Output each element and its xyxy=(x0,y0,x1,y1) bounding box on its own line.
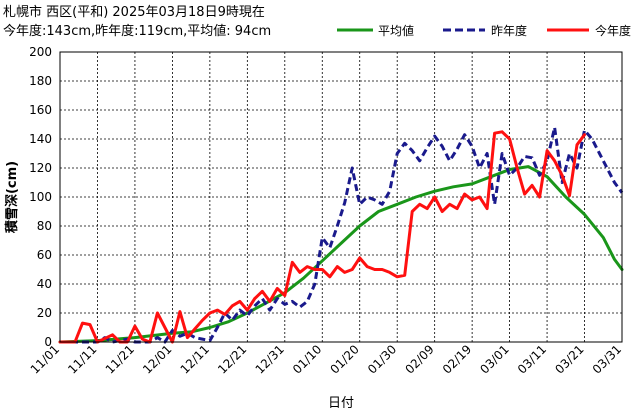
legend-item-last-year: 昨年度 xyxy=(441,21,536,39)
last-year-series-line xyxy=(60,125,624,344)
y-tick-label-4: 80 xyxy=(37,219,52,233)
x-axis-label: 日付 xyxy=(328,396,354,411)
x-tick-label-3: 12/01 xyxy=(140,342,174,376)
chart-title: 札幌市 西区(平和) 2025年03月18日9時現在 xyxy=(3,5,265,20)
legend-label-this-year: 今年度 xyxy=(595,24,632,38)
legend-swatch-last-year xyxy=(443,28,485,32)
y-tick-label-3: 60 xyxy=(37,248,52,262)
legend-item-average: 平均値 xyxy=(335,21,425,39)
y-tick-label-1: 20 xyxy=(37,306,52,320)
x-tick-label-5: 12/21 xyxy=(215,342,249,376)
x-tick-label-13: 03/11 xyxy=(515,342,549,376)
x-tick-label-2: 11/21 xyxy=(103,342,137,376)
legend-swatch-this-year xyxy=(547,28,589,32)
x-tick-label-14: 03/21 xyxy=(552,342,586,376)
x-tick-label-1: 11/11 xyxy=(65,342,99,376)
x-tick-label-6: 12/31 xyxy=(253,342,287,376)
y-axis-label: 積雪深(cm) xyxy=(4,161,20,234)
legend-swatch-average xyxy=(337,28,373,32)
this-year-series-line xyxy=(58,130,586,344)
x-tick-label-7: 01/10 xyxy=(290,342,324,376)
x-tick-label-15: 03/31 xyxy=(590,342,624,376)
x-tick-labels: 11/01 11/11 11/21 12/01 12/11 12/21 12/31 01/10… xyxy=(28,342,624,376)
y-tick-label-6: 120 xyxy=(29,161,52,175)
x-tick-label-10: 02/09 xyxy=(402,342,436,376)
legend: 平均値 昨年度 今年度 xyxy=(335,21,635,39)
legend-label-average: 平均値 xyxy=(378,24,415,38)
y-tick-label-5: 100 xyxy=(29,190,52,204)
x-tick-label-4: 12/11 xyxy=(178,342,212,376)
x-tick-label-11: 02/19 xyxy=(440,342,474,376)
y-tick-label-8: 160 xyxy=(29,103,52,117)
y-tick-label-0: 0 xyxy=(44,335,52,349)
y-tick-label-2: 40 xyxy=(37,277,52,291)
plot-frame xyxy=(59,51,623,343)
x-tick-label-8: 01/20 xyxy=(327,342,361,376)
series-layer xyxy=(58,125,624,344)
x-tick-label-9: 01/30 xyxy=(365,342,399,376)
average-series-line xyxy=(58,165,624,344)
x-tick-label-12: 03/01 xyxy=(477,342,511,376)
y-tick-label-9: 180 xyxy=(29,74,52,88)
y-tick-labels: 0 20 40 60 80 100 120 140 160 180 200 xyxy=(29,45,52,349)
chart-summary: 今年度:143cm,昨年度:119cm,平均値: 94cm xyxy=(3,24,272,39)
legend-item-this-year: 今年度 xyxy=(545,21,635,39)
legend-label-last-year: 昨年度 xyxy=(491,24,528,38)
grid xyxy=(60,52,622,342)
y-tick-label-10: 200 xyxy=(29,45,52,59)
y-tick-label-7: 140 xyxy=(29,132,52,146)
